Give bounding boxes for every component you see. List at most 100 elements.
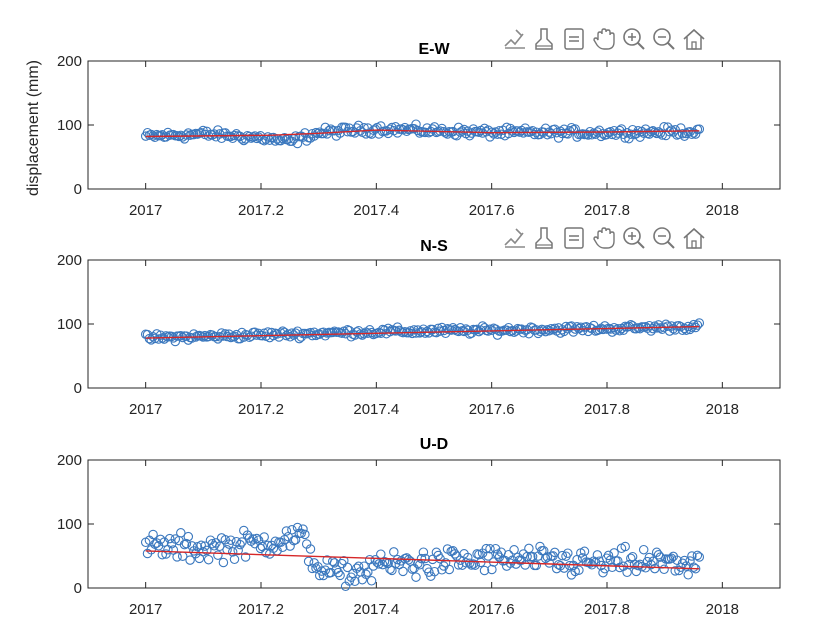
- zoom-in-icon[interactable]: [620, 24, 648, 54]
- data-point: [688, 562, 699, 572]
- data-point: [350, 128, 360, 138]
- data-point: [485, 544, 495, 554]
- data-point: [161, 331, 171, 341]
- data-point: [252, 533, 262, 544]
- data-point: [411, 119, 421, 129]
- data-point: [353, 561, 364, 572]
- x-tick-label: 2017.8: [584, 401, 630, 418]
- data-point: [633, 126, 643, 136]
- data-point: [359, 123, 369, 133]
- x-tick-label: 2017.6: [469, 601, 515, 618]
- data-point: [416, 553, 427, 564]
- data-point: [666, 125, 677, 135]
- data-point: [481, 543, 492, 554]
- data-point: [429, 566, 440, 577]
- y-tick-label: 0: [74, 181, 82, 198]
- data-point: [659, 564, 669, 575]
- data-point: [550, 323, 560, 334]
- trend-line: [145, 129, 700, 138]
- data-point: [546, 323, 556, 334]
- data-point: [187, 541, 197, 551]
- data-point: [161, 549, 171, 559]
- data-point: [314, 570, 325, 581]
- chart-title-ns: N-S: [420, 238, 448, 255]
- x-tick-label: 2017: [129, 202, 162, 219]
- data-point: [540, 326, 551, 337]
- data-point: [226, 535, 236, 545]
- data-point: [248, 534, 258, 544]
- brush-icon[interactable]: [500, 223, 528, 253]
- data-point: [283, 329, 293, 339]
- data-point: [179, 539, 190, 550]
- y-tick-label: 100: [57, 516, 82, 533]
- data-point: [483, 551, 493, 561]
- pan-icon[interactable]: [590, 24, 618, 54]
- panel-ew: E-W 2017 2017.2 2017.4 2017.6 2017.8 2018 0 100…: [57, 41, 781, 219]
- data-point: [181, 130, 192, 140]
- x-tick-label: 2017.2: [238, 601, 284, 618]
- pan-icon[interactable]: [590, 223, 618, 253]
- data-point: [324, 125, 334, 136]
- data-point: [290, 131, 301, 141]
- data-point: [574, 565, 584, 575]
- home-icon[interactable]: [680, 223, 708, 253]
- data-point: [603, 550, 614, 561]
- data-point: [479, 565, 490, 576]
- data-point: [446, 325, 456, 335]
- brush-icon[interactable]: [500, 24, 528, 54]
- data-point: [677, 128, 688, 139]
- data-point: [287, 525, 297, 535]
- zoom-out-icon[interactable]: [650, 24, 678, 54]
- data-point: [531, 560, 542, 571]
- data-point: [237, 537, 247, 547]
- data-cursor-icon[interactable]: [530, 223, 558, 253]
- data-point: [485, 324, 495, 335]
- data-point: [694, 552, 705, 562]
- data-point: [611, 325, 621, 335]
- data-point: [335, 570, 345, 581]
- data-point: [240, 552, 251, 562]
- home-icon[interactable]: [680, 24, 708, 54]
- x-tick-label: 2017.8: [584, 601, 630, 618]
- y-tick-label: 0: [74, 380, 82, 397]
- data-point: [361, 569, 371, 580]
- data-point: [507, 126, 518, 136]
- data-point: [164, 533, 175, 544]
- panel-ud: U-D 2017 2017.2 2017.4 2017.6 2017.8 2018 0 100…: [57, 436, 781, 618]
- y-tick-label: 200: [57, 252, 82, 269]
- x-tick-label: 2017.4: [353, 401, 399, 418]
- data-point: [307, 563, 318, 574]
- y-tick-label: 100: [57, 316, 82, 333]
- legend-icon[interactable]: [560, 24, 588, 54]
- legend-icon[interactable]: [560, 223, 588, 253]
- data-point: [168, 129, 179, 140]
- data-point: [420, 553, 430, 564]
- data-point: [570, 566, 580, 577]
- data-point: [200, 330, 210, 341]
- data-point: [598, 128, 608, 139]
- data-point: [579, 546, 590, 557]
- data-point: [464, 558, 475, 568]
- data-cursor-icon[interactable]: [530, 24, 558, 54]
- data-point: [581, 322, 592, 332]
- data-point: [176, 528, 186, 538]
- data-point: [235, 539, 245, 550]
- data-point: [405, 326, 416, 336]
- y-tick-label: 200: [57, 452, 82, 469]
- data-point: [305, 544, 316, 554]
- plot-area[interactable]: [87, 459, 781, 589]
- chart-title-ud: U-D: [420, 436, 448, 453]
- data-point: [620, 541, 630, 552]
- data-point: [605, 555, 616, 565]
- data-point: [418, 547, 429, 557]
- plot-area[interactable]: [87, 259, 781, 389]
- zoom-out-icon[interactable]: [650, 223, 678, 253]
- x-tick-label: 2017.2: [238, 401, 284, 418]
- data-point: [648, 556, 658, 567]
- trend-line: [145, 550, 700, 570]
- data-point: [650, 563, 660, 574]
- data-point: [342, 562, 353, 573]
- zoom-in-icon[interactable]: [620, 223, 648, 253]
- data-point: [600, 563, 610, 574]
- chart-title-ew: E-W: [418, 41, 450, 58]
